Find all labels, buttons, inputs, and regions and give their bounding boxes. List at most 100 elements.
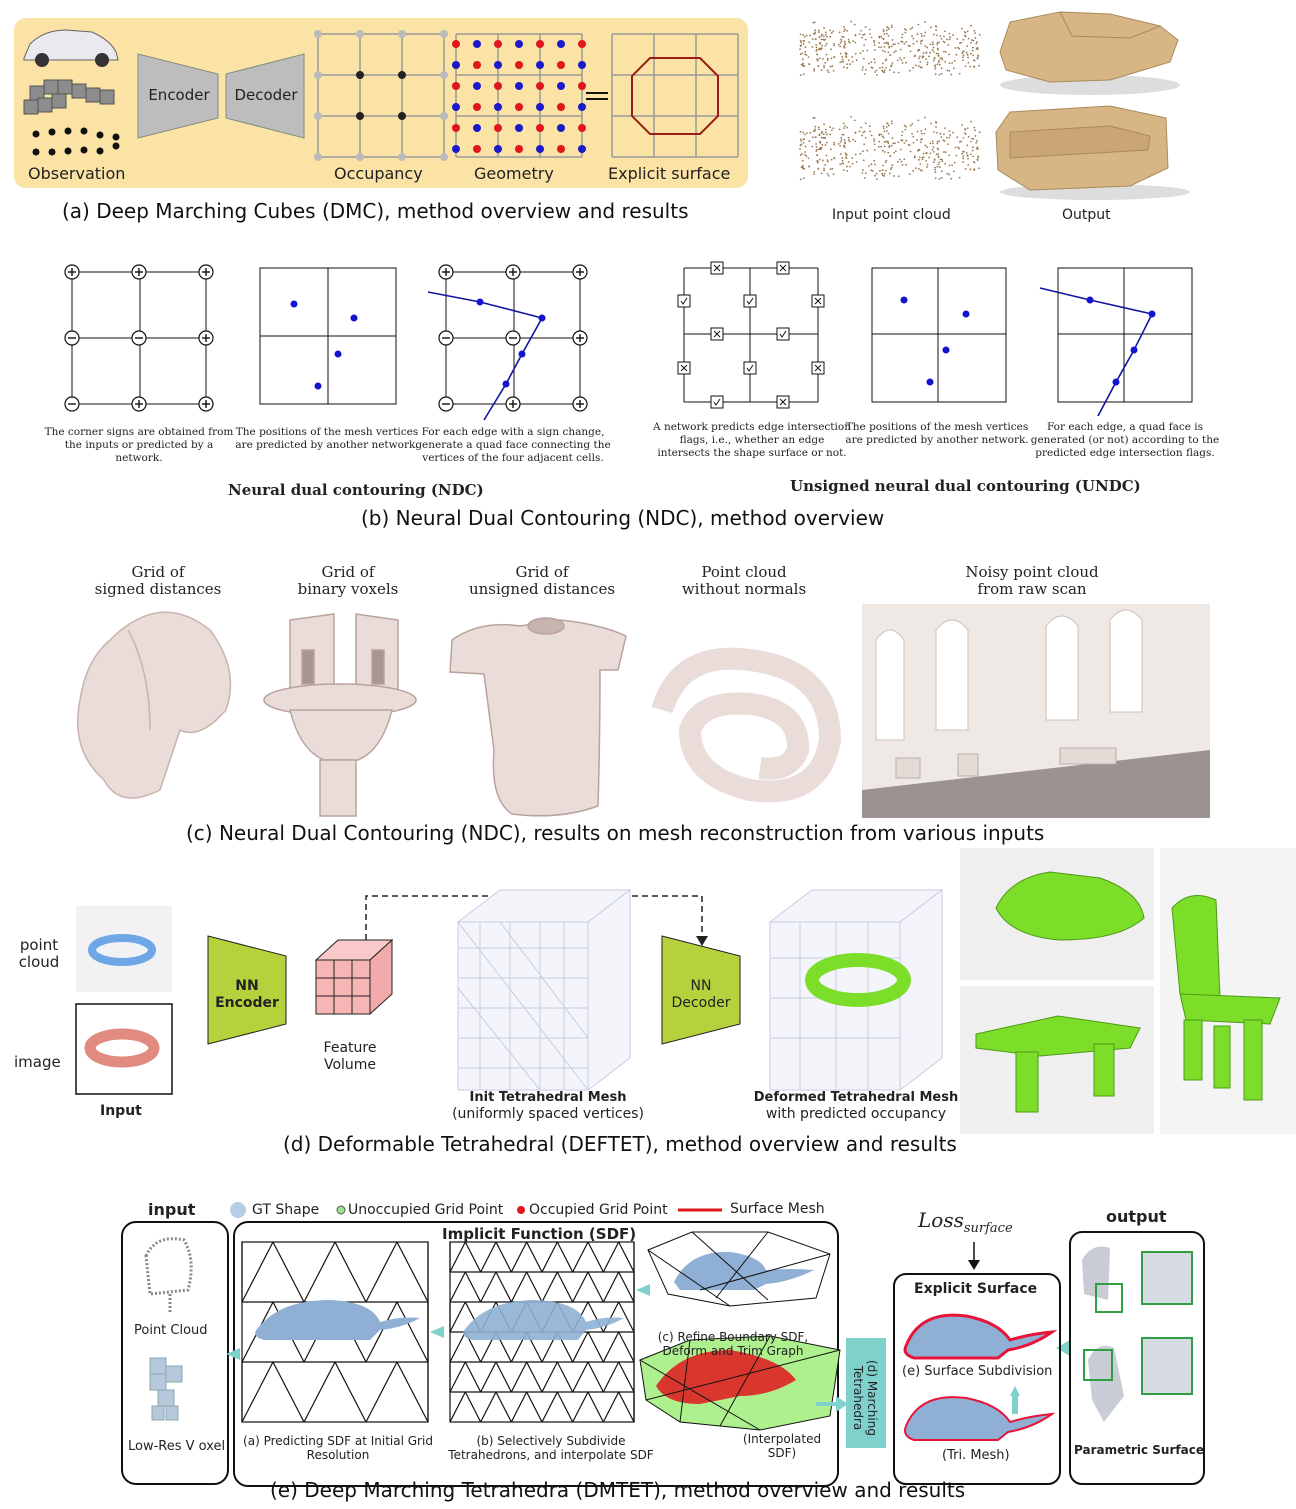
cloud-point bbox=[802, 177, 805, 180]
cloud-point bbox=[973, 59, 976, 62]
mouse-shape-b bbox=[463, 1300, 624, 1340]
cloud-point bbox=[826, 160, 829, 163]
caption-b: (b) Neural Dual Contouring (NDC), method… bbox=[361, 506, 885, 530]
cloud-point bbox=[851, 162, 854, 165]
cloud-point bbox=[868, 28, 871, 31]
step-b-label: (b) Selectively Subdivide Tetrahedrons, … bbox=[448, 1434, 654, 1462]
cloud-point bbox=[873, 148, 876, 151]
cloud-point bbox=[971, 149, 974, 152]
plus-sign-icon bbox=[505, 396, 521, 412]
cloud-point bbox=[868, 62, 870, 65]
cloud-point bbox=[829, 29, 831, 32]
cloud-point bbox=[830, 129, 833, 132]
deformed-mesh-sub: with predicted occupancy bbox=[765, 1106, 947, 1122]
cloud-point bbox=[802, 33, 805, 36]
cloud-point bbox=[974, 129, 976, 132]
cloud-point bbox=[882, 28, 885, 31]
cloud-point bbox=[970, 24, 972, 27]
cloud-point bbox=[976, 146, 979, 149]
cloud-point bbox=[940, 67, 943, 70]
cloud-point bbox=[827, 175, 830, 177]
cloud-point bbox=[815, 143, 817, 145]
cloud-point bbox=[939, 57, 942, 60]
cloud-point bbox=[962, 38, 965, 41]
geometry-point bbox=[515, 145, 523, 153]
cloud-point bbox=[805, 155, 808, 157]
cloud-point bbox=[873, 143, 876, 146]
cloud-point bbox=[946, 38, 948, 41]
minus-sign-icon bbox=[438, 330, 454, 346]
cloud-point bbox=[922, 55, 925, 58]
cloud-point bbox=[916, 40, 918, 43]
cloud-point bbox=[886, 26, 889, 28]
cloud-point bbox=[929, 43, 932, 46]
cloud-point bbox=[936, 147, 939, 150]
cloud-point bbox=[846, 165, 848, 168]
cloud-point bbox=[905, 139, 908, 142]
cloud-point bbox=[844, 42, 846, 45]
cloud-point bbox=[826, 172, 829, 175]
cloud-point bbox=[878, 140, 881, 143]
cloud-point bbox=[852, 40, 855, 42]
output-label: Output bbox=[1062, 207, 1111, 223]
cloud-point bbox=[949, 134, 952, 136]
cloud-point bbox=[948, 70, 951, 72]
cloud-point bbox=[869, 33, 871, 35]
check-flag-icon bbox=[677, 294, 691, 308]
cloud-point bbox=[939, 35, 942, 37]
cloud-point bbox=[963, 30, 966, 33]
cloud-point bbox=[899, 48, 902, 51]
cloud-point bbox=[851, 60, 854, 63]
cloud-point bbox=[843, 127, 846, 130]
cloud-point bbox=[935, 153, 938, 156]
geometry-point bbox=[473, 145, 481, 153]
cloud-point bbox=[808, 165, 811, 168]
cloud-point bbox=[940, 136, 943, 138]
cloud-point bbox=[843, 46, 846, 49]
c-label-1: Grid of signed distances bbox=[94, 563, 222, 598]
cloud-point bbox=[825, 141, 828, 144]
nn-decoder-block bbox=[661, 935, 741, 1045]
cloud-point bbox=[866, 149, 869, 152]
torus-point-cloud bbox=[88, 934, 156, 966]
nn-encoder-label: NN Encoder bbox=[215, 978, 279, 1011]
cloud-point bbox=[974, 37, 977, 39]
decoder-label: Decoder bbox=[234, 86, 298, 104]
cross-flag-icon bbox=[811, 294, 825, 308]
cloud-point bbox=[883, 141, 886, 143]
cloud-point bbox=[969, 52, 972, 55]
cross-flag-icon bbox=[776, 395, 790, 409]
cloud-point bbox=[882, 136, 885, 139]
plus-sign-icon bbox=[198, 264, 214, 280]
ndc-surface-polyline bbox=[427, 291, 544, 421]
cloud-point bbox=[925, 159, 928, 162]
cloud-point bbox=[929, 51, 932, 54]
cloud-point bbox=[833, 143, 835, 146]
cloud-point bbox=[814, 31, 816, 34]
cloud-point bbox=[868, 125, 871, 127]
gt-shape-legend-icon bbox=[230, 1202, 246, 1218]
cloud-point bbox=[934, 166, 936, 169]
cloud-point bbox=[932, 161, 935, 164]
cloud-point bbox=[821, 130, 824, 133]
cloud-point bbox=[879, 66, 881, 69]
cloud-point bbox=[936, 142, 939, 145]
cloud-point bbox=[924, 144, 927, 147]
cloud-point bbox=[957, 146, 960, 149]
geometry-point bbox=[557, 124, 565, 132]
cloud-point bbox=[799, 138, 802, 141]
caption-a: (a) Deep Marching Cubes (DMC), method ov… bbox=[62, 199, 689, 223]
cloud-point bbox=[833, 44, 835, 47]
cloud-point bbox=[972, 54, 974, 57]
deformed-mesh-label: Deformed Tetrahedral Mesh bbox=[753, 1090, 959, 1105]
cloud-point bbox=[904, 128, 907, 131]
cloud-point bbox=[932, 142, 934, 145]
undc-note-1: A network predicts edge intersection fla… bbox=[653, 421, 851, 459]
cloud-point bbox=[972, 46, 974, 49]
cloud-point bbox=[812, 117, 815, 119]
corner-sign-icons-2 bbox=[438, 264, 588, 412]
cloud-point bbox=[891, 62, 894, 64]
cloud-point bbox=[885, 126, 888, 128]
cloud-point bbox=[962, 54, 965, 57]
cloud-point bbox=[881, 49, 884, 52]
